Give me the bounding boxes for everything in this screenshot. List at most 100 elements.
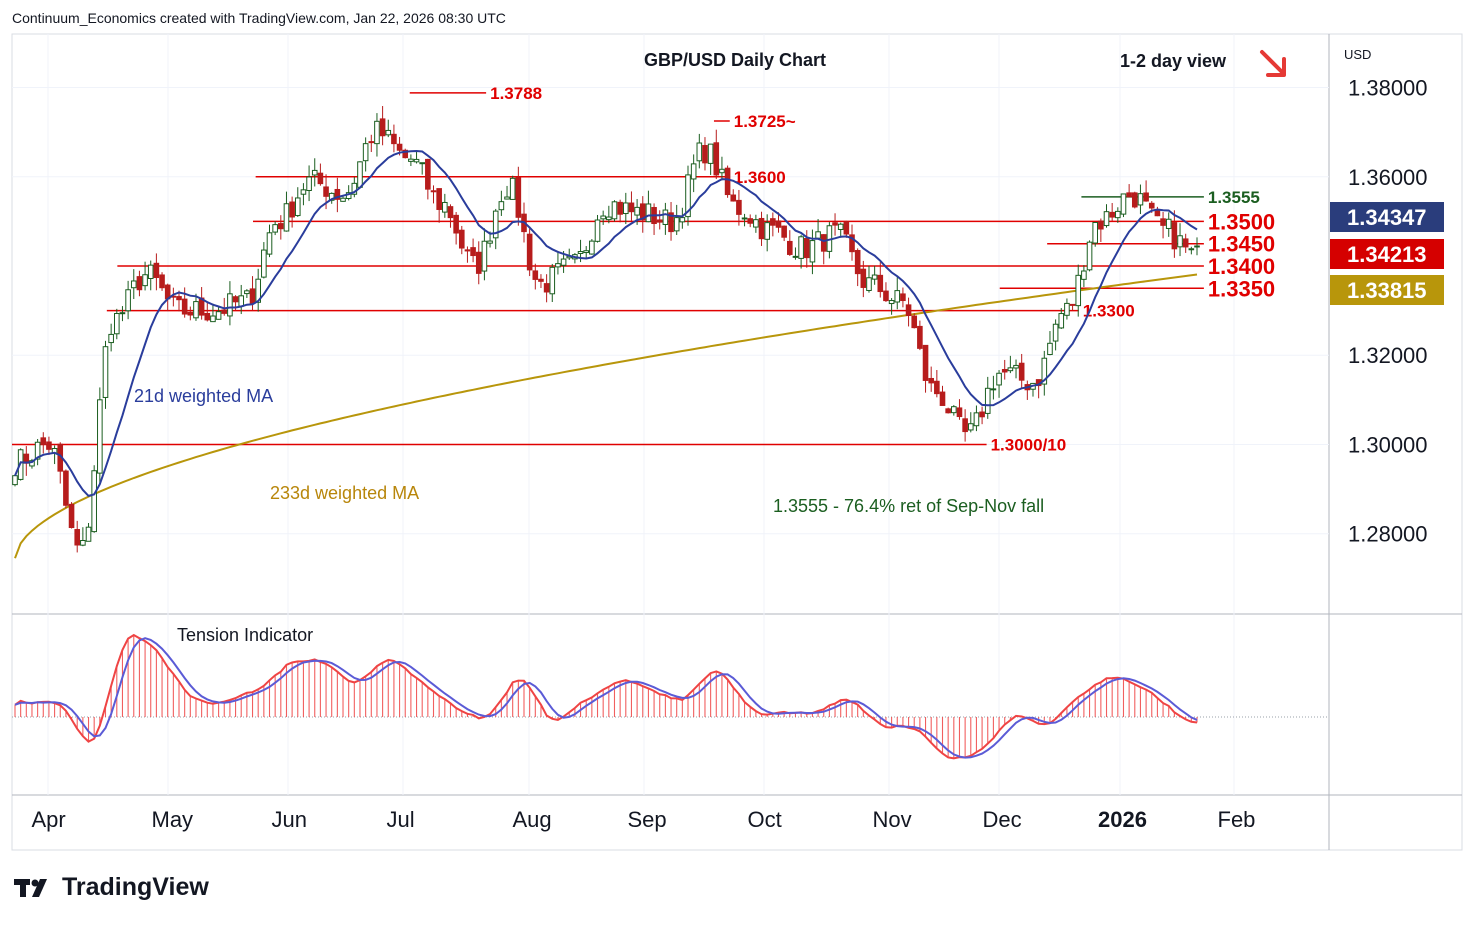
down-arrow-icon xyxy=(1260,50,1286,77)
level-label: 1.3450 xyxy=(1208,232,1275,257)
tradingview-logo-icon xyxy=(14,878,47,897)
candle-body xyxy=(662,209,669,225)
candle-body xyxy=(46,441,52,450)
candle-body xyxy=(1143,192,1149,202)
candle-body xyxy=(1092,221,1099,244)
candle-body xyxy=(266,232,273,255)
candle-body xyxy=(249,288,256,304)
candle-body xyxy=(130,280,137,289)
candle-body xyxy=(645,203,652,223)
y-tick-label: 1.30000 xyxy=(1348,432,1428,457)
candle-body xyxy=(238,295,245,307)
candle-body xyxy=(447,206,454,219)
chart-title: GBP/USD Daily Chart xyxy=(644,50,826,70)
tradingview-brand[interactable]: TradingView xyxy=(14,873,209,902)
candle-body xyxy=(379,118,386,137)
candle-body xyxy=(634,206,640,216)
candle-body xyxy=(702,145,708,164)
candle-body xyxy=(685,174,691,218)
x-tick-label: Aug xyxy=(513,807,552,832)
candle-body xyxy=(408,158,414,162)
candle-body xyxy=(464,249,471,252)
candle-body xyxy=(900,293,906,302)
level-label: 1.3300 xyxy=(1083,302,1135,321)
arrow-shaft xyxy=(1260,50,1284,74)
candle-body xyxy=(1137,193,1144,206)
candle-body xyxy=(475,251,482,274)
candle-body xyxy=(639,203,646,221)
retracement-note: 1.3555 - 76.4% ret of Sep-Nov fall xyxy=(773,496,1044,516)
ma21-line xyxy=(14,149,1198,498)
candle-body xyxy=(385,129,392,136)
candle-body xyxy=(526,233,533,271)
candle-body xyxy=(147,264,154,279)
price-badge-bg xyxy=(1330,202,1444,232)
view-label: 1-2 day view xyxy=(1120,51,1227,71)
level-label: 1.3725~ xyxy=(734,112,796,131)
price-badge: 1.33815 xyxy=(1330,275,1444,305)
candle-body xyxy=(696,142,703,162)
candle-body xyxy=(1171,222,1178,250)
osc-slow-line xyxy=(14,637,1198,759)
candle-body xyxy=(1098,220,1104,230)
candle-body xyxy=(809,240,816,263)
candle-body xyxy=(323,186,329,197)
candle-body xyxy=(1081,270,1087,280)
candle-body xyxy=(594,219,601,242)
candle-body xyxy=(306,176,312,191)
x-tick-label: Jul xyxy=(387,807,415,832)
candle-body xyxy=(221,309,228,314)
arrow-head xyxy=(1266,57,1286,77)
candle-body xyxy=(215,311,222,320)
candle-body xyxy=(351,182,358,195)
candle-body xyxy=(741,217,748,220)
candle-body xyxy=(1165,218,1172,229)
candle-body xyxy=(753,219,759,228)
candle-body xyxy=(628,202,635,213)
candle-body xyxy=(849,234,855,253)
x-tick-label: Nov xyxy=(873,807,912,832)
candle-body xyxy=(611,201,618,220)
candle-body xyxy=(498,201,505,211)
price-badge-bg xyxy=(1330,239,1444,269)
y-tick-label: 1.28000 xyxy=(1348,522,1428,547)
candle-body xyxy=(481,240,488,272)
candle-body xyxy=(747,218,754,224)
candle-body xyxy=(707,143,714,164)
candle-body xyxy=(866,277,872,291)
candle-body xyxy=(803,238,810,259)
candle-body xyxy=(1103,211,1110,227)
candle-body xyxy=(606,216,612,221)
candle-body xyxy=(181,298,188,315)
candle-body xyxy=(956,407,963,418)
candle-body xyxy=(1131,192,1138,208)
candle-body xyxy=(543,283,550,293)
candle-body xyxy=(255,278,261,303)
chart-attribution: Continuum_Economics created with Trading… xyxy=(12,10,506,26)
candle-body xyxy=(294,197,301,217)
candle-body xyxy=(934,380,940,395)
candle-body xyxy=(159,274,165,289)
candle-body xyxy=(679,217,686,223)
candle-body xyxy=(1018,362,1025,381)
tradingview-wordmark: TradingView xyxy=(62,873,209,901)
candle-body xyxy=(136,276,143,291)
candle-body xyxy=(1188,248,1195,251)
candle-body xyxy=(1064,302,1070,316)
candle-body xyxy=(928,377,934,384)
candle-body xyxy=(1013,364,1019,369)
candle-body xyxy=(34,441,41,460)
candle-body xyxy=(622,202,629,215)
candle-body xyxy=(798,236,804,259)
candle-body xyxy=(340,197,346,202)
candle-body xyxy=(837,223,844,230)
candle-body xyxy=(492,210,499,239)
candle-body xyxy=(504,196,510,200)
candle-body xyxy=(210,315,216,323)
level-label: 1.3400 xyxy=(1208,254,1275,279)
candle-body xyxy=(979,411,985,418)
candle-body xyxy=(430,190,437,193)
candle-body xyxy=(29,460,35,467)
candle-body xyxy=(487,240,493,244)
candle-body xyxy=(877,274,884,293)
